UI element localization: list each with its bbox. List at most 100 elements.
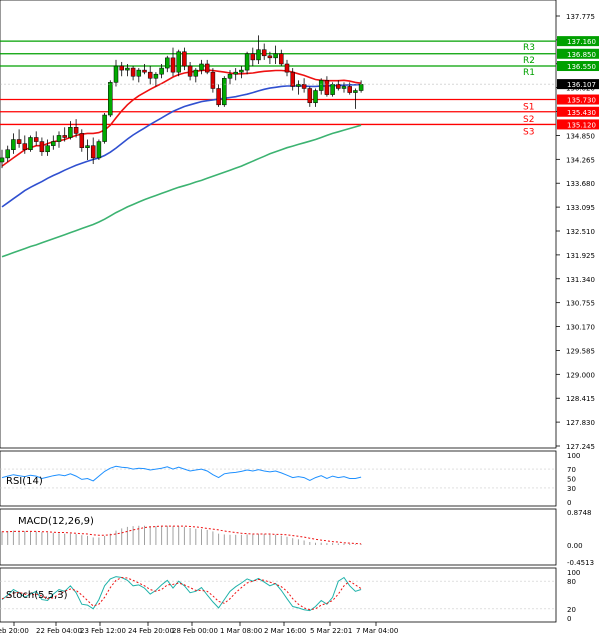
time-tick-label: Feb 20:00 — [0, 627, 29, 635]
level-name-r2: R2 — [523, 56, 535, 66]
candle-body — [273, 53, 278, 59]
candle-body — [222, 78, 227, 106]
candle-body — [85, 145, 90, 148]
current-price-label: 136.107 — [567, 81, 596, 89]
price-tick-label: 132.510 — [566, 228, 595, 236]
candle-body — [210, 71, 216, 89]
macd-tick-label: -0.4513 — [567, 559, 594, 567]
rsi-tick-label: 50 — [567, 476, 576, 484]
candle-body — [130, 67, 136, 77]
level-name-r3: R3 — [523, 43, 535, 53]
level-name-s2: S2 — [523, 115, 534, 125]
macd-panel: 0.8748 0.00 -0.4513 MACD(12,26,9) — [0, 508, 594, 567]
rsi-tick-label: 0 — [567, 499, 571, 507]
candle-body — [204, 63, 210, 73]
level-price-label-r1: 136.550 — [567, 63, 596, 71]
time-tick-label: 5 Mar 22:01 — [310, 627, 352, 635]
candle-body — [39, 141, 45, 153]
price-tick-label: 130.755 — [566, 300, 595, 308]
current-price-box — [557, 79, 599, 90]
candle-body — [267, 55, 273, 59]
candle-body — [147, 71, 153, 79]
candle-body — [142, 69, 147, 73]
candle-body — [176, 51, 181, 73]
stoch-tick-label: 80 — [567, 578, 576, 586]
candle-body — [45, 145, 50, 153]
level-price-label-s1: 135.730 — [567, 97, 596, 105]
candle-body — [347, 86, 352, 93]
candle-body — [250, 53, 256, 61]
candle-body — [233, 71, 238, 75]
candle-body — [11, 139, 16, 150]
moving-average-blue — [1, 83, 362, 208]
stoch-tick-label: 100 — [567, 569, 580, 577]
candle-body — [256, 49, 261, 61]
level-price-box-r3 — [557, 36, 599, 47]
time-tick-label: 1 Mar 08:00 — [220, 627, 262, 635]
macd-label: MACD(12,26,9) — [18, 516, 94, 527]
level-price-box-s2 — [557, 106, 599, 117]
price-tick-label: 130.170 — [566, 324, 595, 332]
candle-body — [284, 63, 290, 73]
candle-body — [244, 53, 250, 71]
moving-average-red — [1, 69, 362, 167]
candle-body — [193, 69, 199, 77]
stoch-plot-area — [0, 567, 557, 623]
macd-plot-area — [0, 508, 557, 566]
price-tick-label: 127.245 — [566, 443, 595, 451]
macd-tick-label: 0.00 — [567, 542, 583, 550]
candle-body — [216, 88, 221, 106]
candle-body — [22, 143, 28, 150]
stoch-label: Stoch(5,5,3) — [6, 590, 68, 601]
level-name-s1: S1 — [523, 103, 534, 113]
candle-body — [290, 71, 295, 87]
candle-body — [119, 65, 124, 71]
price-tick-label: 137.775 — [566, 13, 595, 21]
candle-body — [170, 57, 176, 73]
time-tick-label: 24 Feb 20:00 — [128, 627, 174, 635]
level-price-box-r1 — [557, 61, 599, 72]
candle-body — [113, 65, 119, 83]
price-tick-label: 131.340 — [566, 276, 595, 284]
price-tick-label: 134.265 — [566, 156, 595, 164]
price-tick-label: 134.850 — [566, 132, 595, 140]
level-price-label-r2: 136.850 — [567, 51, 596, 59]
rsi-tick-label: 30 — [567, 485, 576, 493]
candle-body — [182, 51, 187, 67]
price-tick-label: 133.680 — [566, 180, 595, 188]
candle-body — [301, 84, 307, 89]
candle-body — [358, 84, 364, 91]
candle-body — [5, 149, 10, 159]
rsi-tick-label: 100 — [567, 452, 580, 460]
candle-body — [51, 141, 56, 146]
level-price-label-s3: 135.120 — [567, 121, 596, 129]
candle-body — [336, 84, 341, 89]
time-tick-label: 7 Mar 04:00 — [356, 627, 398, 635]
candle-body — [165, 57, 170, 69]
candle-body — [239, 69, 244, 73]
candle-body — [136, 69, 142, 77]
candle-body — [73, 127, 79, 134]
time-tick-label: 2 Mar 16:00 — [264, 627, 306, 635]
price-tick-label: 129.000 — [566, 371, 595, 379]
candle-body — [33, 137, 39, 142]
stoch-d-line — [1, 576, 362, 611]
price-plot-area — [0, 0, 557, 449]
candle-body — [153, 73, 159, 79]
candle-body — [56, 135, 62, 142]
candle-body — [227, 73, 233, 79]
candle-body — [261, 49, 267, 57]
price-tick-label: 133.095 — [566, 204, 595, 212]
stoch-tick-label: 20 — [567, 606, 576, 614]
candle-body — [296, 84, 301, 87]
rsi-plot-area — [0, 450, 557, 507]
candle-body — [330, 84, 335, 95]
rsi-line — [1, 465, 362, 482]
candle-body — [307, 88, 313, 104]
rsi-label: RSI(14) — [6, 476, 43, 487]
candle-body — [199, 63, 204, 71]
candle-body — [108, 82, 113, 116]
